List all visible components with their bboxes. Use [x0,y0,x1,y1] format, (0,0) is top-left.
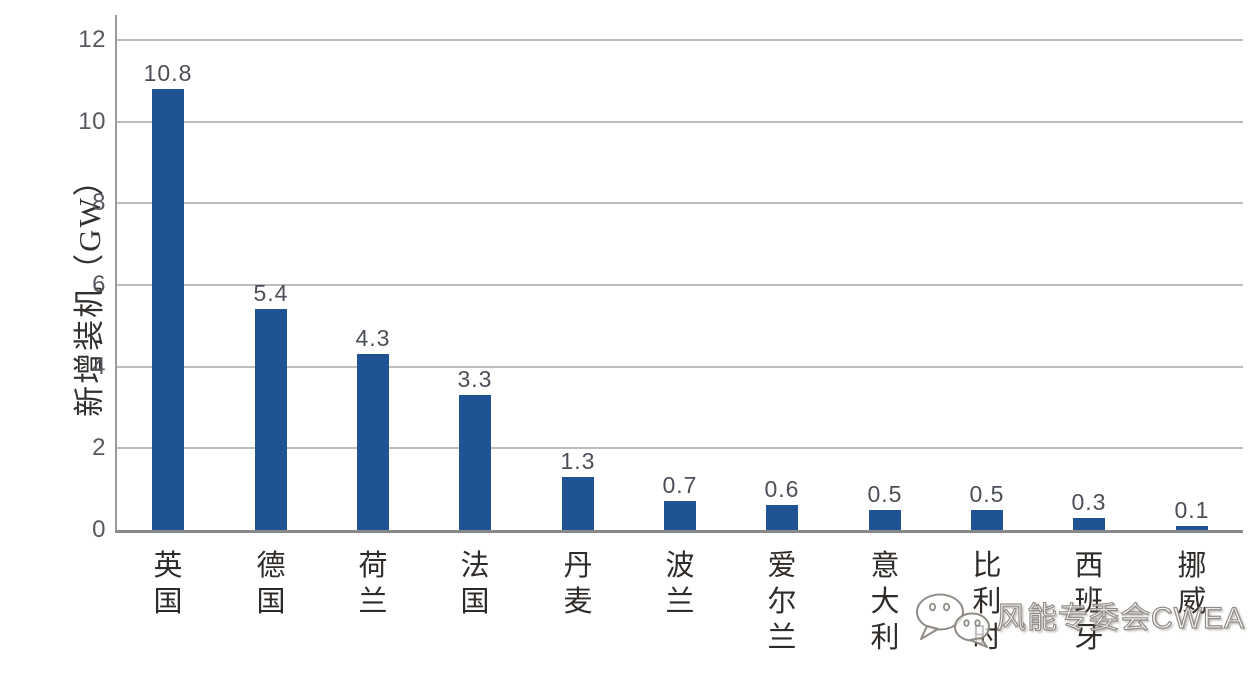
bar [459,395,491,530]
category-label-char: 时 [972,622,1002,654]
category-label-char: 班 [1074,586,1104,618]
category-label-char: 麦 [563,586,593,618]
category-label: 爱尔兰 [752,548,812,656]
y-tick-label: 0 [92,516,106,543]
y-tick-label: 6 [92,271,106,298]
bar [357,354,389,530]
category-label-char: 国 [460,586,490,618]
bar-value-label: 0.7 [662,472,698,498]
category-label-char: 比 [972,550,1002,582]
category-label-char: 国 [256,586,286,618]
bar-value-label: 0.3 [1071,489,1107,515]
bar [971,510,1003,530]
category-label-char: 意 [870,550,900,582]
category-label-char: 兰 [358,586,388,618]
category-label-char: 英 [153,550,183,582]
category-label: 西班牙 [1059,548,1119,656]
category-label: 荷兰 [343,548,403,620]
y-tick-label: 8 [92,189,106,217]
category-label-char: 挪 [1177,550,1207,582]
bar [1073,518,1105,530]
bar [152,89,184,530]
category-label: 波兰 [650,548,710,620]
y-tick-label: 2 [92,434,106,462]
category-label-char: 波 [665,550,695,582]
category-label: 德国 [241,548,301,620]
gridline [117,365,1243,368]
category-label: 英国 [138,548,198,620]
category-label-char: 德 [256,550,286,582]
bar-value-label: 5.4 [253,280,289,306]
gridline [117,39,1243,41]
gridline [117,202,1243,205]
gridline [117,284,1243,286]
bar-value-label: 1.3 [560,448,596,474]
y-axis-line [115,15,117,530]
gridline [117,447,1243,450]
category-label: 意大利 [855,548,915,656]
y-tick-label: 4 [92,352,106,380]
bar-value-label: 0.5 [867,481,903,507]
bar [1176,526,1208,530]
bar [255,309,287,530]
bar-value-label: 0.5 [969,481,1005,507]
category-label: 丹麦 [548,548,608,620]
gridline [117,120,1243,123]
bar [766,505,798,530]
category-label-char: 爱 [767,550,797,582]
bar-value-label: 0.1 [1174,497,1210,523]
category-label-char: 利 [972,586,1002,618]
category-label-char: 威 [1177,586,1207,618]
category-label-char: 荷 [358,550,388,582]
category-label-char: 兰 [767,622,797,654]
category-label-char: 法 [460,550,490,582]
bar [664,501,696,530]
y-tick-label: 10 [78,107,106,135]
bar-value-label: 10.8 [143,60,193,86]
bar [562,477,594,530]
category-label-char: 兰 [665,586,695,618]
bar [869,510,901,530]
category-label-char: 利 [870,622,900,654]
category-label-char: 大 [870,586,900,618]
category-label-char: 牙 [1074,622,1104,654]
y-tick-label: 12 [78,26,106,53]
category-label-char: 西 [1074,550,1104,582]
bar-value-label: 3.3 [457,366,493,392]
category-label-char: 国 [153,586,183,618]
category-label-char: 尔 [767,586,797,618]
category-label: 挪威 [1162,548,1222,620]
bar-value-label: 4.3 [355,325,391,351]
category-label: 比利时 [957,548,1017,656]
category-label: 法国 [445,548,505,620]
bar-value-label: 0.6 [764,476,800,502]
x-axis-line [115,530,1243,533]
category-label-char: 丹 [563,550,593,582]
